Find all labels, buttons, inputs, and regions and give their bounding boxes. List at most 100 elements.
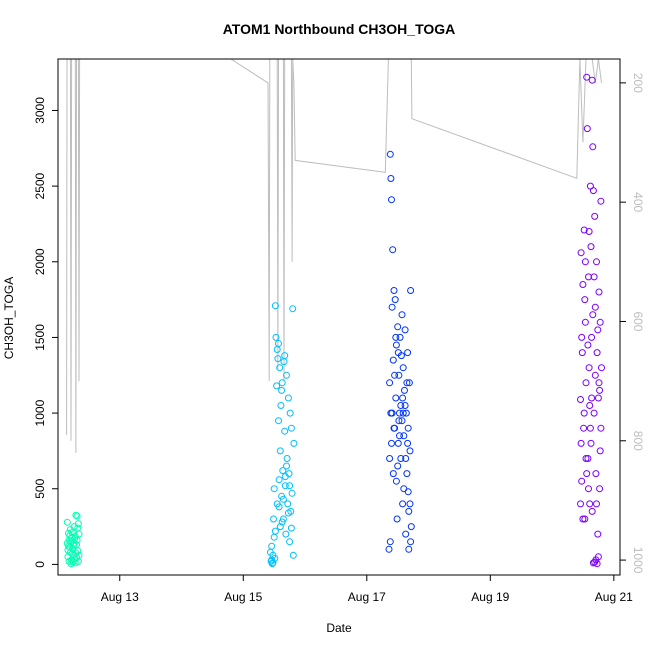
data-point [392, 477, 400, 485]
y2-tick-label: 200 [631, 73, 645, 93]
data-point [580, 226, 588, 234]
data-point [589, 143, 597, 151]
data-point [398, 311, 406, 319]
data-point [390, 287, 398, 294]
data-point [588, 507, 596, 515]
data-point [593, 258, 600, 266]
data-point [407, 538, 415, 546]
data-point [270, 515, 277, 523]
data-point [594, 394, 602, 402]
data-point [392, 394, 400, 402]
data-point [591, 558, 599, 566]
data-point [72, 511, 80, 519]
data-point [583, 73, 591, 81]
data-point [587, 243, 595, 251]
data-point [396, 333, 404, 341]
x-tick-label: Aug 15 [224, 590, 262, 604]
data-point [404, 488, 412, 496]
data-point [395, 417, 403, 425]
data-point [399, 500, 407, 508]
data-point [405, 379, 413, 387]
data-point [287, 524, 295, 532]
data-point [399, 394, 407, 402]
y-tick-label: 0 [33, 561, 47, 568]
x-tick-label: Aug 13 [101, 590, 139, 604]
data-point [389, 246, 397, 254]
data-point [284, 509, 292, 517]
x-axis-label: Date [326, 621, 352, 635]
data-point [74, 524, 82, 532]
data-point [397, 402, 405, 409]
data-point [596, 318, 604, 326]
data-point [598, 364, 605, 372]
data-point [282, 530, 290, 538]
data-point [283, 455, 291, 462]
data-point [389, 470, 397, 478]
data-point [66, 543, 74, 551]
data-point [270, 533, 278, 541]
y-tick-label: 1500 [33, 324, 47, 351]
data-point [386, 150, 394, 158]
data-point [581, 318, 589, 326]
data-point [401, 402, 409, 409]
data-point [590, 409, 598, 417]
data-point [592, 470, 600, 478]
data-point [270, 485, 278, 493]
data-point [278, 518, 286, 526]
data-point [386, 379, 394, 387]
data-point [404, 439, 412, 447]
data-point [577, 439, 585, 447]
data-point [593, 349, 601, 357]
data-point [397, 455, 405, 462]
data-point [73, 512, 81, 520]
data-point [596, 447, 604, 455]
data-point [275, 340, 282, 347]
data-point [585, 228, 593, 235]
data-point [588, 394, 596, 402]
data-point [404, 349, 412, 357]
x-tick-label: Aug 17 [348, 590, 386, 604]
data-point [578, 349, 586, 357]
data-point [392, 333, 400, 341]
data-point [585, 485, 592, 493]
data-point [589, 311, 597, 319]
y2-tick-label: 800 [631, 431, 645, 451]
data-point [587, 439, 595, 447]
data-point [284, 394, 292, 402]
data-point [586, 500, 594, 508]
data-point [63, 518, 71, 526]
data-point [286, 409, 294, 417]
data-point [281, 482, 289, 490]
data-point [388, 303, 396, 311]
data-point [279, 495, 287, 503]
series-1 [63, 511, 83, 568]
data-point [577, 396, 584, 403]
data-point [577, 500, 584, 508]
data-point [73, 536, 81, 544]
y-axis: 0 500 1000 1500 2000 2500 3000 [33, 97, 59, 568]
data-point [66, 526, 74, 534]
data-point [407, 287, 415, 294]
data-point [590, 273, 598, 281]
data-point [268, 542, 276, 550]
series-3 [385, 150, 415, 553]
data-point [591, 303, 599, 311]
data-point [399, 409, 407, 417]
data-point [272, 333, 280, 341]
data-point [407, 523, 415, 531]
data-point [594, 530, 602, 538]
data-point [398, 417, 406, 425]
data-point [588, 333, 596, 341]
data-point [276, 364, 284, 372]
data-point [387, 175, 395, 182]
data-point [396, 432, 403, 440]
data-point [399, 364, 407, 372]
y-tick-label: 2000 [33, 248, 47, 275]
data-point [284, 500, 292, 508]
data-point [391, 296, 399, 304]
data-point [401, 386, 408, 394]
data-point [289, 305, 297, 313]
data-point [584, 455, 592, 462]
data-point [390, 424, 398, 432]
data-point [578, 477, 586, 485]
